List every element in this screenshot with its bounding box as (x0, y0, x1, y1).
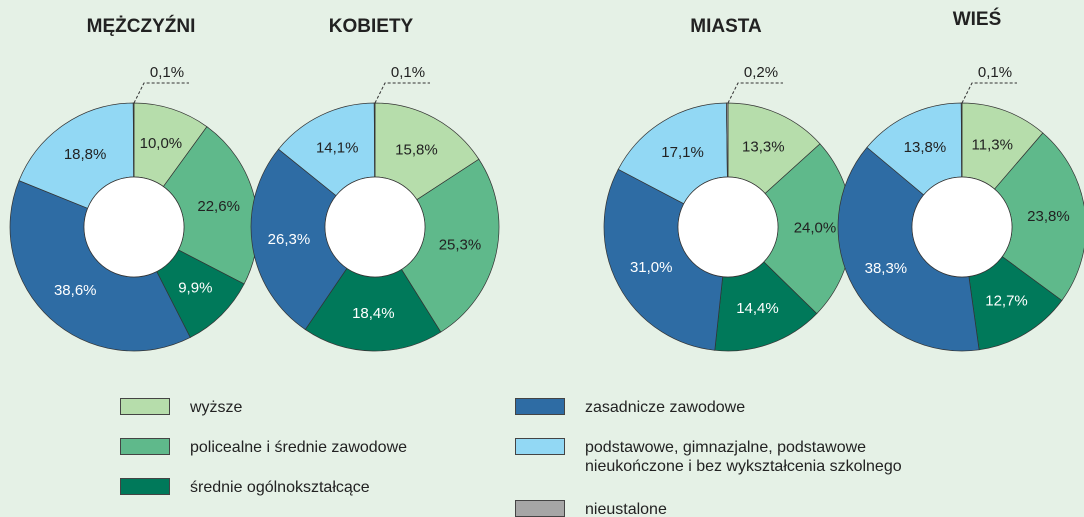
legend-item: wyższe (120, 398, 242, 417)
donut-slice (373, 102, 376, 178)
chart-title: WIEŚ (953, 8, 1002, 30)
legend-label: wyższe (190, 399, 243, 416)
value-label: 14,4% (736, 300, 779, 317)
value-label: 13,8% (904, 139, 947, 156)
chart-title: KOBIETY (329, 16, 414, 37)
value-label: 24,0% (794, 220, 837, 237)
legend-item: średnie ogólnokształcące (120, 478, 370, 497)
leader-line (961, 82, 1017, 104)
value-label: 0,1% (391, 64, 425, 81)
legend-swatch (515, 500, 565, 517)
legend-label: podstawowe, gimnazjalne, podstawowe nieu… (585, 439, 902, 475)
value-label: 0,1% (150, 64, 184, 81)
value-label: 10,0% (140, 135, 183, 152)
legend-swatch (120, 478, 170, 495)
legend-item: policealne i średnie zawodowe (120, 438, 407, 457)
leader-line (374, 82, 430, 104)
legend-label: średnie ogólnokształcące (190, 479, 370, 496)
value-label: 25,3% (439, 237, 482, 254)
legend-swatch (515, 438, 565, 455)
legend-item: zasadnicze zawodowe (515, 398, 745, 417)
value-label: 14,1% (316, 140, 359, 157)
legend-item: podstawowe, gimnazjalne, podstawowe nieu… (515, 438, 935, 476)
legend-label: zasadnicze zawodowe (585, 399, 746, 416)
value-label: 0,1% (978, 64, 1012, 81)
value-label: 38,6% (54, 282, 97, 299)
value-label: 13,3% (742, 138, 785, 155)
value-label: 22,6% (197, 198, 240, 215)
chart-title: MIASTA (690, 16, 762, 37)
donut-hole (677, 176, 779, 278)
legend-swatch (120, 398, 170, 415)
value-label: 18,8% (64, 146, 107, 163)
donut-hole (911, 176, 1013, 278)
donut-hole (324, 176, 426, 278)
value-label: 0,2% (744, 64, 778, 81)
legend-label: nieustalone (585, 501, 667, 517)
value-label: 26,3% (268, 231, 311, 248)
value-label: 18,4% (352, 305, 395, 322)
legend-swatch (515, 398, 565, 415)
value-label: 23,8% (1027, 208, 1070, 225)
donut-slice (960, 102, 963, 178)
donut-hole (83, 176, 185, 278)
legend-label: policealne i średnie zawodowe (190, 439, 408, 456)
value-label: 38,3% (865, 260, 908, 277)
value-label: 9,9% (178, 280, 212, 297)
legend-item: nieustalone (515, 500, 667, 517)
legend-swatch (120, 438, 170, 455)
leader-line (133, 82, 189, 104)
donut-slice (132, 102, 135, 178)
value-label: 12,7% (985, 293, 1028, 310)
chart-title: MĘŻCZYŹNI (87, 15, 196, 37)
value-label: 15,8% (395, 141, 438, 158)
value-label: 31,0% (630, 259, 673, 276)
leader-line (727, 82, 783, 104)
value-label: 17,1% (661, 144, 704, 161)
value-label: 11,3% (972, 136, 1013, 153)
